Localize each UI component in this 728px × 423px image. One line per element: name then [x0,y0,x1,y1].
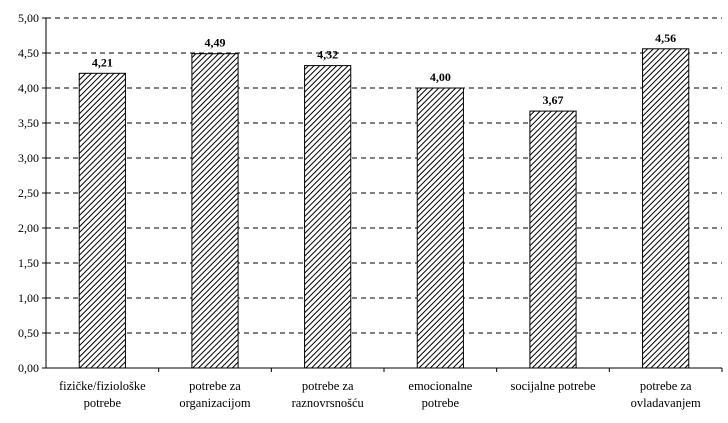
data-label: 4,21 [92,55,113,69]
x-tick-label: potrebe za raznovrsnošću [292,379,365,410]
x-tick-label: socijalne potrebe [510,379,595,393]
bar [305,66,351,368]
x-tick-label: fizičke/fiziološke potrebe [59,379,146,410]
bar [530,111,576,368]
gridlines [46,18,722,333]
data-label: 4,56 [655,31,676,45]
data-label: 4,00 [430,70,451,84]
y-tick-label: 5,00 [18,11,39,25]
data-labels: 4,21 4,49 4,32 4,00 3,67 4,56 [92,31,676,107]
y-tick-label: 3,00 [18,151,39,165]
y-axis-ticks: 0,00 0,50 1,00 1,50 2,00 2,50 3,00 3,50 4,00 4,50… [18,11,39,375]
bar [79,73,125,368]
x-tick-label: potrebe za ovladavanjem [631,379,701,410]
axes [42,18,722,372]
y-tick-label: 2,50 [18,186,39,200]
y-tick-label: 3,50 [18,116,39,130]
bar [643,49,689,368]
y-tick-label: 1,00 [18,291,39,305]
y-tick-label: 2,00 [18,221,39,235]
bars [79,49,689,368]
data-label: 3,67 [543,93,564,107]
y-tick-label: 0,00 [18,361,39,375]
y-tick-label: 4,00 [18,81,39,95]
y-tick-label: 4,50 [18,46,39,60]
bar [417,88,463,368]
x-tick-label: emocionalne potrebe [408,379,472,410]
data-label: 4,32 [317,48,338,62]
x-axis-ticks: fizičke/fiziološke potrebe potrebe za organ… [59,379,701,410]
bar [192,54,238,368]
y-tick-label: 1,50 [18,256,39,270]
x-tick-label: potrebe za organizacijom [179,379,251,410]
data-label: 4,49 [205,36,226,50]
y-tick-label: 0,50 [18,326,39,340]
